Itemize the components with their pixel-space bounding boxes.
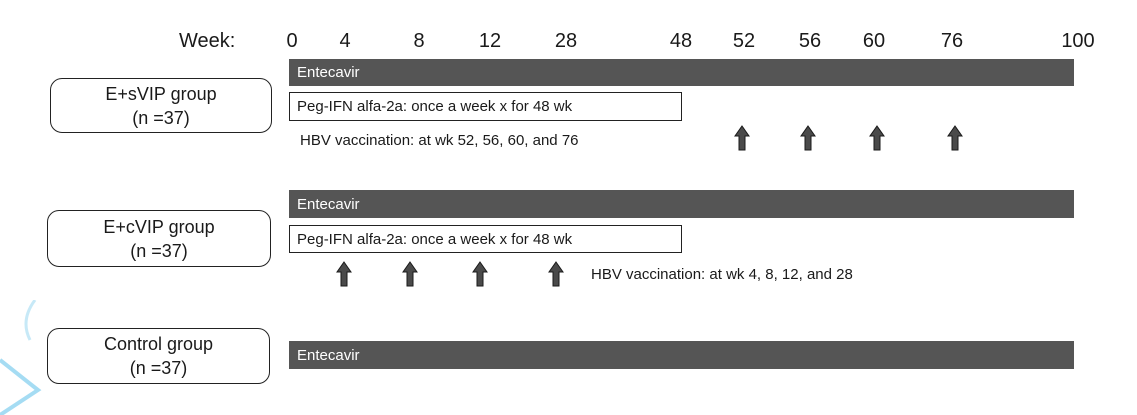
group-name: Control group bbox=[103, 334, 214, 354]
week-tick-100: 100 bbox=[1061, 30, 1095, 52]
week-tick-28: 28 bbox=[554, 30, 578, 52]
vaccination-arrow-icon bbox=[734, 125, 750, 151]
week-tick-4: 4 bbox=[339, 30, 351, 52]
week-tick-8: 8 bbox=[413, 30, 425, 52]
group-name: E+sVIP group bbox=[105, 83, 217, 104]
group-count: (n =37) bbox=[129, 358, 188, 378]
group-count: (n =37) bbox=[130, 240, 188, 261]
vaccination-note: HBV vaccination: at wk 4, 8, 12, and 28 bbox=[591, 266, 853, 283]
week-tick-60: 60 bbox=[862, 30, 886, 52]
week-tick-12: 12 bbox=[478, 30, 502, 52]
group-name: E+cVIP group bbox=[103, 216, 215, 237]
vaccination-arrow-icon bbox=[336, 261, 352, 287]
peg-ifn-box: Peg-IFN alfa-2a: once a week x for 48 wk bbox=[289, 225, 682, 253]
peg-ifn-box: Peg-IFN alfa-2a: once a week x for 48 wk bbox=[289, 92, 682, 121]
entecavir-label: Entecavir bbox=[297, 195, 360, 213]
week-tick-0: 0 bbox=[286, 30, 298, 52]
vaccination-arrow-icon bbox=[800, 125, 816, 151]
vaccination-arrow-icon bbox=[869, 125, 885, 151]
ecvip-group-box: E+cVIP group (n =37) bbox=[47, 210, 271, 267]
vaccination-arrow-icon bbox=[548, 261, 564, 287]
peg-ifn-label: Peg-IFN alfa-2a: once a week x for 48 wk bbox=[297, 98, 573, 115]
entecavir-bar: Entecavir bbox=[289, 341, 1074, 369]
entecavir-bar: Entecavir bbox=[289, 59, 1074, 86]
week-tick-52: 52 bbox=[732, 30, 756, 52]
entecavir-bar: Entecavir bbox=[289, 190, 1074, 218]
entecavir-label: Entecavir bbox=[297, 346, 360, 364]
vaccination-arrow-icon bbox=[947, 125, 963, 151]
week-axis-label: Week: bbox=[179, 30, 236, 52]
vaccination-arrow-icon bbox=[472, 261, 488, 287]
control-group-box: Control group (n =37) bbox=[47, 328, 270, 384]
week-tick-48: 48 bbox=[669, 30, 693, 52]
esvip-group-box: E+sVIP group (n =37) bbox=[50, 78, 272, 133]
vaccination-arrow-icon bbox=[402, 261, 418, 287]
week-tick-56: 56 bbox=[798, 30, 822, 52]
week-tick-76: 76 bbox=[940, 30, 964, 52]
group-count: (n =37) bbox=[132, 107, 190, 128]
vaccination-note: HBV vaccination: at wk 52, 56, 60, and 7… bbox=[300, 132, 579, 149]
peg-ifn-label: Peg-IFN alfa-2a: once a week x for 48 wk bbox=[297, 230, 573, 248]
entecavir-label: Entecavir bbox=[297, 64, 360, 81]
